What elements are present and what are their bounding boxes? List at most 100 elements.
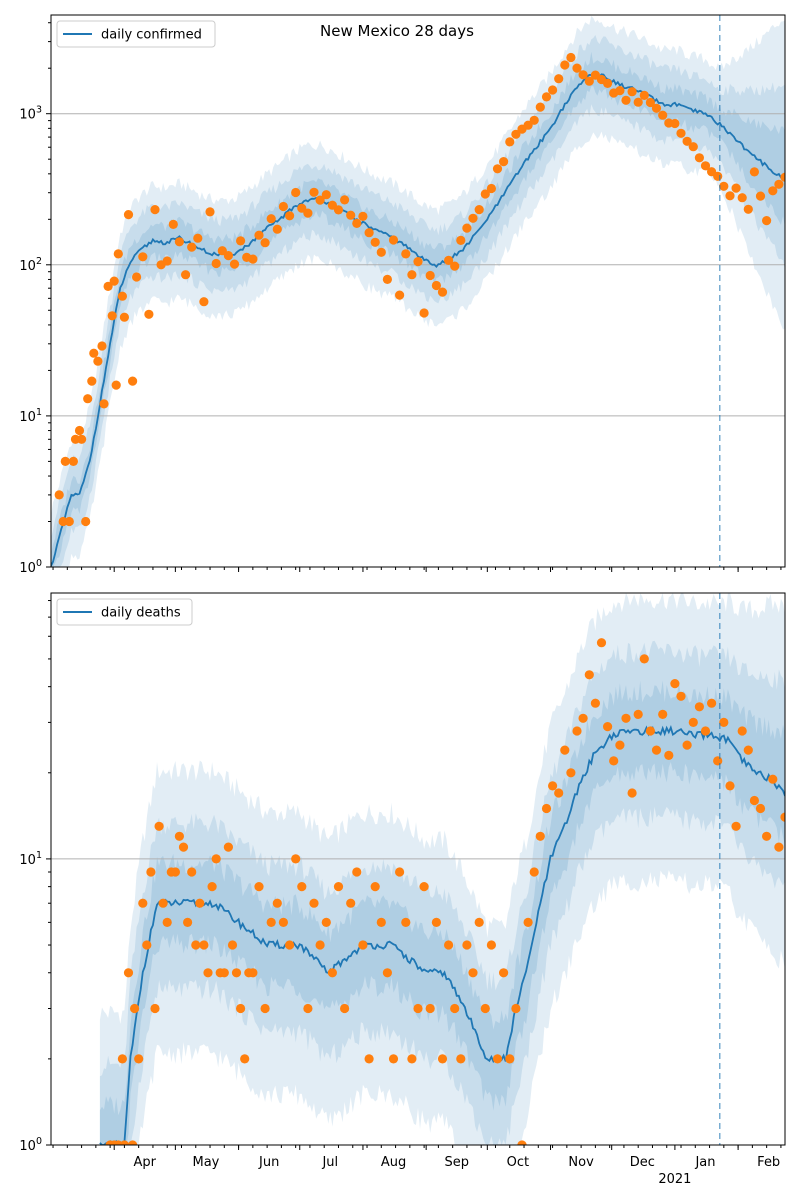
confirmed-observed-point bbox=[688, 142, 698, 152]
deaths-observed-point bbox=[219, 968, 229, 978]
confirmed-observed-point bbox=[627, 87, 637, 97]
deaths-observed-point bbox=[431, 917, 441, 928]
confirmed-observed-point bbox=[199, 297, 209, 307]
confirmed-observed-point bbox=[181, 270, 191, 280]
confirmed-observed-point bbox=[333, 205, 344, 215]
confirmed-observed-point bbox=[694, 153, 705, 163]
deaths-observed-point bbox=[340, 1003, 350, 1014]
confirmed-observed-point bbox=[621, 95, 631, 105]
deaths-observed-point bbox=[505, 1054, 515, 1064]
deaths-observed-point bbox=[694, 702, 705, 712]
deaths-observed-point bbox=[627, 788, 637, 798]
deaths-observed-point bbox=[560, 745, 570, 755]
confirmed-observed-point bbox=[700, 161, 711, 171]
confirmed-observed-point bbox=[486, 183, 496, 194]
confirmed-observed-point bbox=[168, 219, 178, 229]
deaths-axes-frame bbox=[50, 592, 786, 1146]
confirmed-observed-point bbox=[93, 356, 103, 366]
confirmed-observed-point bbox=[193, 233, 203, 243]
confirmed-observed-point bbox=[541, 92, 552, 102]
confirmed-observed-points bbox=[54, 52, 785, 527]
confirmed-observed-point bbox=[211, 258, 221, 269]
confirmed-band-mid bbox=[51, 35, 785, 567]
confirmed-observed-point bbox=[548, 85, 558, 95]
deaths-observed-point bbox=[266, 917, 276, 928]
deaths-observed-point bbox=[401, 917, 411, 928]
confirmed-observed-point bbox=[554, 74, 564, 84]
confirmed-observed-point bbox=[315, 195, 325, 205]
deaths-band-mid bbox=[99, 640, 785, 1145]
confirmed-observed-point bbox=[321, 190, 331, 200]
confirmed-observed-point bbox=[639, 90, 649, 100]
deaths-observed-point bbox=[676, 691, 686, 701]
deaths-observed-point bbox=[762, 831, 772, 841]
deaths-band-outer bbox=[99, 593, 785, 1145]
deaths-observed-point bbox=[364, 1054, 374, 1064]
confirmed-observed-point bbox=[682, 136, 692, 146]
confirmed-observed-point bbox=[254, 230, 264, 240]
confirmed-observed-point bbox=[749, 167, 760, 177]
confirmed-axes-frame bbox=[50, 14, 786, 568]
deaths-observed-point bbox=[227, 940, 238, 950]
confirmed-observed-point bbox=[99, 399, 109, 409]
confirmed-observed-point bbox=[376, 247, 386, 257]
deaths-observed-point bbox=[511, 1003, 521, 1014]
confirmed-observed-point bbox=[768, 186, 778, 196]
deaths-observed-point bbox=[651, 745, 662, 755]
confirmed-legend-label: daily confirmed bbox=[101, 28, 202, 43]
deaths-observed-point bbox=[285, 940, 295, 950]
deaths-observed-point bbox=[578, 713, 588, 723]
deaths-observed-point bbox=[358, 940, 368, 950]
confirmed-observed-point bbox=[407, 270, 417, 280]
deaths-observed-point bbox=[590, 698, 601, 708]
x-year-label: 2021 bbox=[658, 1172, 691, 1187]
deaths-observed-point bbox=[162, 917, 172, 928]
confirmed-observed-point bbox=[572, 63, 582, 73]
deaths-observed-point bbox=[413, 1003, 423, 1014]
deaths-observed-point bbox=[407, 1054, 417, 1064]
confirmed-observed-point bbox=[346, 210, 356, 220]
deaths-observed-point bbox=[596, 638, 607, 648]
confirmed-y-ticks: 100 101 102 103 bbox=[19, 22, 51, 576]
deaths-observed-point bbox=[309, 898, 319, 908]
deaths-observed-point bbox=[444, 940, 454, 950]
confirmed-observed-point bbox=[340, 195, 350, 205]
deaths-observed-point bbox=[170, 867, 180, 877]
deaths-y-tick-label: 100 bbox=[19, 1136, 42, 1154]
deaths-observed-point bbox=[419, 882, 429, 892]
confirmed-observed-point bbox=[113, 249, 123, 259]
confirmed-observed-point bbox=[60, 456, 70, 466]
deaths-observed-point bbox=[468, 968, 478, 978]
confirmed-observed-point bbox=[651, 103, 662, 113]
deaths-observed-point bbox=[315, 940, 325, 950]
confirmed-observed-point bbox=[725, 191, 735, 201]
deaths-observed-point bbox=[297, 882, 307, 892]
confirmed-observed-point bbox=[119, 312, 129, 322]
confirmed-observed-point bbox=[774, 179, 784, 189]
deaths-observed-point bbox=[211, 854, 221, 864]
deaths-observed-point bbox=[486, 940, 496, 950]
confirmed-observed-point bbox=[291, 187, 301, 198]
deaths-observed-point bbox=[119, 1140, 129, 1145]
confirmed-observed-point bbox=[103, 281, 113, 291]
deaths-observed-point bbox=[123, 968, 134, 978]
deaths-observed-point bbox=[388, 1054, 399, 1064]
x-month-label: Jul bbox=[321, 1155, 338, 1170]
deaths-observed-point bbox=[142, 940, 152, 950]
confirmed-observed-point bbox=[260, 238, 270, 248]
confirmed-observed-point bbox=[713, 171, 723, 181]
deaths-legend: daily deaths bbox=[56, 598, 193, 626]
deaths-observed-point bbox=[128, 1140, 138, 1145]
confirmed-observed-point bbox=[444, 255, 454, 265]
confirmed-observed-point bbox=[68, 456, 78, 466]
confirmed-observed-point bbox=[413, 257, 423, 267]
deaths-observed-point bbox=[584, 670, 594, 680]
deaths-observed-point bbox=[278, 917, 288, 928]
confirmed-observed-point bbox=[468, 213, 478, 223]
confirmed-observed-point bbox=[743, 204, 753, 214]
confirmed-observed-point bbox=[633, 97, 643, 107]
confirmed-observed-point bbox=[370, 237, 380, 247]
x-month-label: Sep bbox=[444, 1155, 469, 1170]
confirmed-observed-point bbox=[560, 60, 570, 70]
deaths-observed-point bbox=[492, 1054, 503, 1064]
